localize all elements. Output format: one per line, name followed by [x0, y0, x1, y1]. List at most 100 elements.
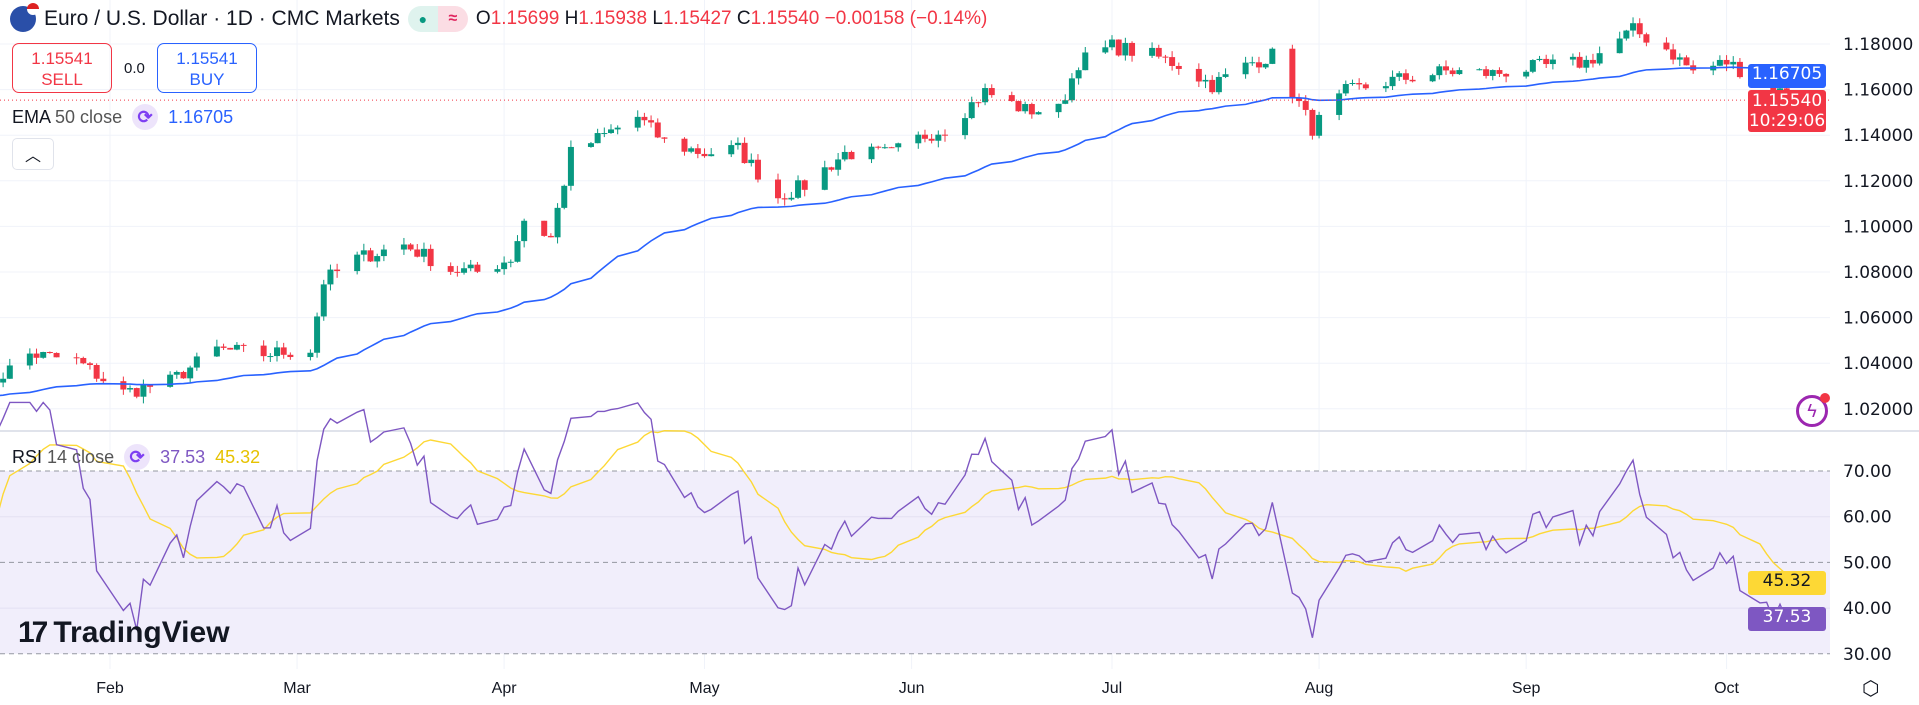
- ema-legend[interactable]: EMA 50 close ⟳ 1.16705: [12, 104, 233, 130]
- buy-button[interactable]: 1.15541 BUY: [157, 43, 257, 93]
- candle-body: [648, 120, 655, 123]
- candle-body: [1676, 57, 1683, 60]
- candle-body: [1362, 84, 1369, 89]
- candle-body: [1062, 100, 1069, 104]
- price-tick-label: 1.08000: [1843, 263, 1913, 283]
- candle-body: [1736, 61, 1743, 78]
- candle-body: [46, 352, 53, 354]
- ema-line: [0, 66, 1814, 397]
- candle-body: [561, 185, 568, 208]
- ohlc-readout: O1.15699 H1.15938 L1.15427 C1.15540 −0.0…: [475, 8, 988, 29]
- refresh-icon[interactable]: ⟳: [124, 444, 151, 470]
- candle-body: [1035, 112, 1042, 115]
- time-tick-label: Mar: [283, 680, 311, 697]
- candle-body: [587, 143, 594, 147]
- candle-body: [1436, 66, 1443, 76]
- bar-countdown: 10:29:06: [1748, 111, 1826, 131]
- candle-body: [1269, 48, 1276, 64]
- candle-body: [975, 102, 982, 104]
- candle-body: [1296, 97, 1303, 102]
- candle-body: [1242, 62, 1249, 75]
- candle-body: [694, 148, 701, 154]
- candle-body: [1015, 101, 1022, 112]
- candle-body: [86, 363, 93, 365]
- candle-body: [1022, 104, 1029, 112]
- symbol-title[interactable]: Euro / U.S. Dollar · 1D · CMC Markets: [44, 7, 400, 30]
- candle-body: [521, 220, 528, 242]
- candle-body: [875, 146, 882, 148]
- candle-body: [260, 345, 267, 357]
- candle-body: [1636, 23, 1643, 35]
- candle-body: [614, 127, 621, 130]
- candle-body: [547, 235, 554, 238]
- price-tick-label: 1.10000: [1843, 217, 1913, 237]
- candle-body: [1175, 65, 1182, 69]
- candle-body: [140, 385, 147, 397]
- candle-body: [501, 262, 508, 270]
- rsi-tag: 37.53: [1748, 607, 1826, 631]
- candle-body: [227, 347, 234, 350]
- candle-body: [1529, 60, 1536, 72]
- candle-body: [367, 250, 374, 262]
- candle-body: [274, 347, 280, 357]
- candle-body: [133, 388, 140, 397]
- candle-body: [280, 347, 287, 355]
- notification-dot: [1820, 393, 1830, 403]
- candle-body: [1215, 76, 1222, 93]
- status-pill[interactable]: ● ≈: [407, 6, 468, 32]
- price-tick-label: 1.06000: [1843, 309, 1913, 329]
- ema-params: 50 close: [55, 106, 123, 127]
- settings-icon[interactable]: ⬡: [1862, 678, 1880, 700]
- candle-body: [1209, 79, 1216, 93]
- candle-body: [1483, 69, 1490, 76]
- rsi-ma-value: 45.32: [215, 446, 261, 467]
- candle-body: [935, 134, 942, 141]
- price-tick-label: 1.02000: [1843, 400, 1913, 420]
- candle-body: [1389, 76, 1396, 87]
- candle-body: [841, 151, 848, 160]
- candle-body: [895, 143, 902, 148]
- candle-body: [233, 344, 240, 350]
- collapse-legend-button[interactable]: ︿: [12, 138, 54, 170]
- candle-body: [494, 269, 501, 272]
- candle-body: [427, 248, 434, 267]
- candle-body: [1356, 83, 1363, 85]
- rsi-value: 37.53: [160, 446, 206, 467]
- candle-body: [1068, 78, 1075, 101]
- candle-body: [1262, 63, 1269, 68]
- tv-logo-icon: 17: [18, 616, 48, 649]
- candle-body: [1249, 62, 1256, 64]
- last-price: 1.15540: [1751, 91, 1823, 111]
- candle-body: [641, 116, 648, 121]
- candle-body: [1569, 56, 1576, 60]
- candle-body: [1476, 69, 1483, 71]
- candle-body: [193, 356, 200, 368]
- lightning-alert-icon[interactable]: ϟ: [1796, 395, 1828, 427]
- candle-body: [1129, 42, 1136, 56]
- candle-body: [53, 352, 60, 358]
- rsi-tick-label: 30.00: [1843, 645, 1892, 665]
- refresh-icon[interactable]: ⟳: [132, 104, 159, 130]
- time-tick-label: Jul: [1102, 680, 1122, 697]
- tradingview-logo[interactable]: 17 TradingView: [18, 616, 230, 649]
- ema-name: EMA: [12, 106, 51, 127]
- time-tick-label: Sep: [1512, 680, 1541, 697]
- candle-body: [1456, 70, 1463, 75]
- candle-body: [1616, 38, 1623, 54]
- rsi-legend[interactable]: RSI 14 close ⟳ 37.53 45.32: [12, 444, 260, 470]
- spread-value: 0.0: [124, 60, 145, 77]
- candle-body: [688, 148, 695, 152]
- candle-body: [380, 249, 387, 257]
- sell-button[interactable]: 1.15541 SELL: [12, 43, 112, 93]
- candle-body: [461, 268, 468, 273]
- candle-body: [734, 142, 741, 146]
- candle-body: [1630, 23, 1637, 31]
- candle-body: [1589, 59, 1596, 64]
- candle-body: [1109, 39, 1115, 48]
- price-tick-label: 1.18000: [1843, 35, 1913, 55]
- candle-body: [1122, 42, 1129, 56]
- candle-body: [420, 248, 427, 257]
- candle-body: [374, 256, 381, 262]
- rsi-params: 14 close: [47, 446, 115, 467]
